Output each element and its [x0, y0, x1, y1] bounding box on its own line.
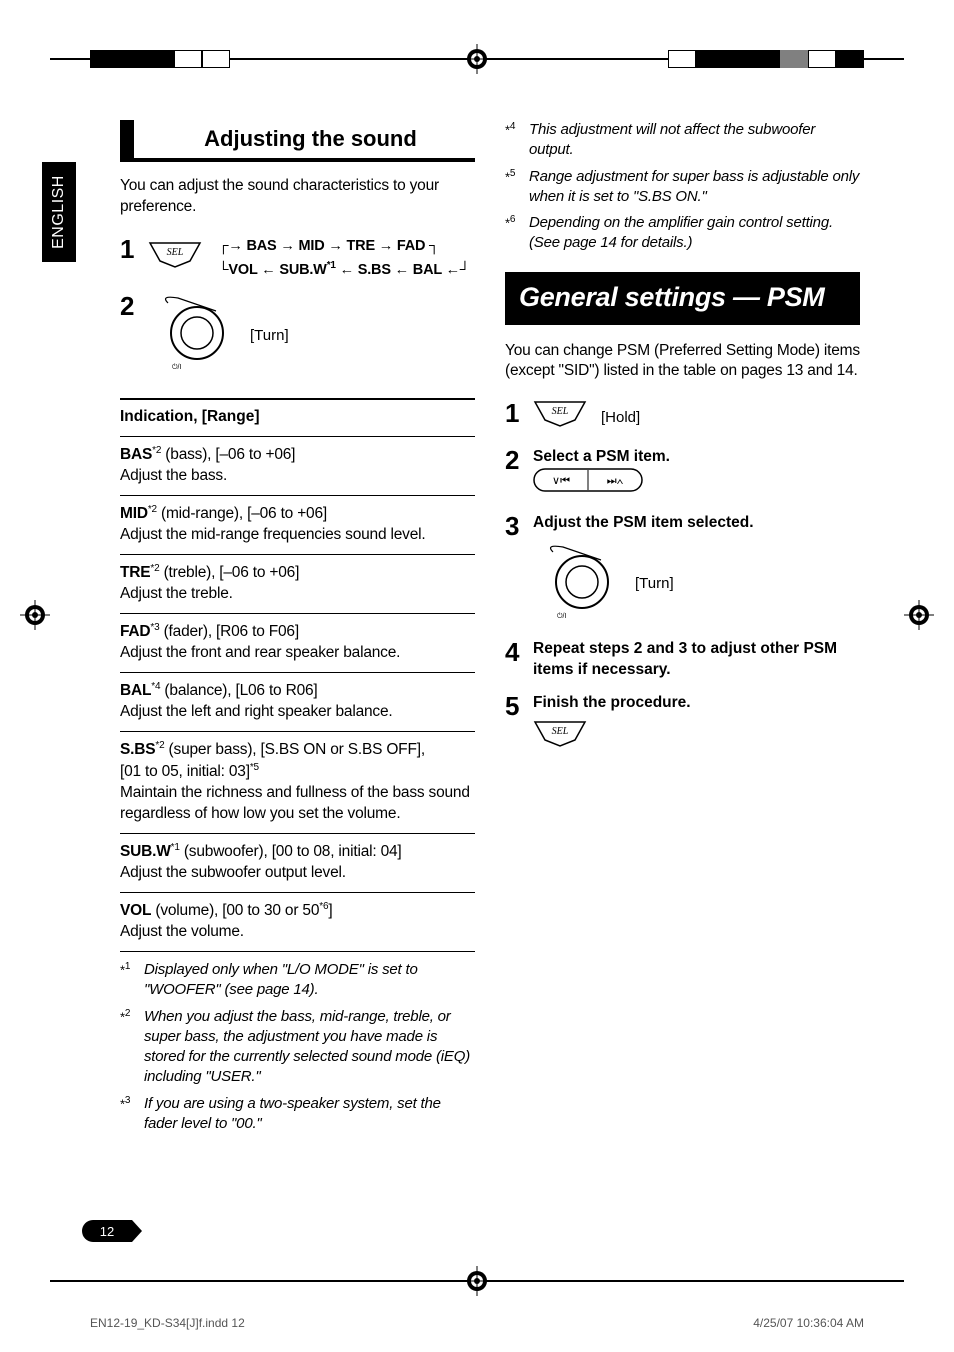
dial-icon: ⏻/I ATT — [543, 542, 621, 627]
psm-step-1: 1 SEL [Hold] — [505, 400, 860, 435]
section-title: Adjusting the sound — [146, 126, 475, 152]
step-number: 2 — [505, 447, 533, 473]
right-column: *4This adjustment will not affect the su… — [505, 120, 860, 1220]
language-label: ENGLISH — [50, 175, 68, 249]
page-number-badge: 12 — [82, 1220, 132, 1242]
svg-text:SEL: SEL — [552, 406, 569, 417]
svg-text:⏭∧: ⏭∧ — [607, 475, 624, 487]
footnote: *5Range adjustment for super bass is adj… — [505, 167, 860, 208]
psm-step-4: 4 Repeat steps 2 and 3 to adjust other P… — [505, 639, 860, 681]
indication-row: MID*2 (mid-range), [–06 to +06]Adjust th… — [120, 495, 475, 554]
indication-row: SUB.W*1 (subwoofer), [00 to 08, initial:… — [120, 833, 475, 892]
section-title-box: Adjusting the sound — [120, 120, 475, 162]
turn-label: [Turn] — [635, 574, 674, 594]
svg-text:⏻/I: ⏻/I — [172, 363, 181, 371]
svg-text:SEL: SEL — [167, 247, 184, 258]
language-tab: ENGLISH — [42, 162, 76, 262]
step-number: 5 — [505, 693, 533, 719]
indication-row: VOL (volume), [00 to 30 or 50*6]Adjust t… — [120, 892, 475, 951]
color-squares-right — [668, 50, 864, 68]
psm-step-3-text: Adjust the PSM item selected. — [533, 514, 754, 531]
registration-target-icon — [462, 1266, 492, 1296]
flow-diagram: ┌→ BAS → MID → TRE → FAD ┐ └VOL ← SUB.W*… — [212, 250, 470, 266]
footer-right: 4/25/07 10:36:04 AM — [753, 1316, 864, 1330]
psm-intro: You can change PSM (Preferred Setting Mo… — [505, 341, 860, 383]
footer-left: EN12-19_KD-S34[J]f.indd 12 — [90, 1316, 245, 1330]
psm-step-4-text: Repeat steps 2 and 3 to adjust other PSM… — [533, 640, 837, 678]
footnote: *2When you adjust the bass, mid-range, t… — [120, 1007, 475, 1088]
registration-top — [0, 30, 954, 90]
svg-text:∨⏮: ∨⏮ — [552, 475, 570, 487]
psm-step-5-text: Finish the procedure. — [533, 694, 691, 711]
registration-target-icon — [462, 44, 492, 74]
turn-label: [Turn] — [250, 326, 289, 346]
footnote: *6Depending on the amplifier gain contro… — [505, 213, 860, 254]
footnotes-right-top: *4This adjustment will not affect the su… — [505, 120, 860, 254]
registration-target-left-icon — [20, 600, 50, 630]
left-column: Adjusting the sound You can adjust the s… — [120, 120, 475, 1220]
indication-heading: Indication, [Range] — [120, 398, 475, 426]
psm-step-3: 3 Adjust the PSM item selected. ⏻/I ATT — [505, 513, 860, 627]
psm-banner: General settings — PSM — [505, 272, 860, 325]
svg-text:SEL: SEL — [552, 726, 569, 737]
step-number: 4 — [505, 639, 533, 665]
indication-row: BAS*2 (bass), [–06 to +06]Adjust the bas… — [120, 436, 475, 495]
prev-next-button-icon: ∨⏮ ⏭∧ — [533, 481, 643, 498]
footer: EN12-19_KD-S34[J]f.indd 12 4/25/07 10:36… — [90, 1316, 864, 1330]
registration-target-right-icon — [904, 600, 934, 630]
section-intro: You can adjust the sound characteristics… — [120, 176, 475, 218]
footnote: *3If you are using a two-speaker system,… — [120, 1094, 475, 1135]
dial-icon: ⏻/I ATT — [158, 293, 236, 378]
psm-step-2-text: Select a PSM item. — [533, 448, 670, 465]
indication-rows: BAS*2 (bass), [–06 to +06]Adjust the bas… — [120, 436, 475, 951]
indication-row: BAL*4 (balance), [L06 to R06]Adjust the … — [120, 672, 475, 731]
sel-button-icon: SEL — [148, 241, 202, 276]
content-area: Adjusting the sound You can adjust the s… — [120, 120, 860, 1220]
step-number: 2 — [120, 293, 148, 319]
sel-button-icon: SEL — [533, 720, 587, 755]
step-2: 2 ⏻/I ATT [Turn] — [120, 293, 475, 378]
footnote: *1Displayed only when "L/O MODE" is set … — [120, 960, 475, 1001]
step-number: 3 — [505, 513, 533, 539]
registration-bottom — [0, 1252, 954, 1312]
psm-step-5: 5 Finish the procedure. SEL — [505, 693, 860, 755]
indication-row: FAD*3 (fader), [R06 to F06]Adjust the fr… — [120, 613, 475, 672]
color-squares-left — [90, 50, 230, 68]
step-1: 1 SEL ┌→ BAS → MID → TRE → FAD ┐ └VOL ← … — [120, 236, 475, 281]
indication-row: S.BS*2 (super bass), [S.BS ON or S.BS OF… — [120, 731, 475, 833]
sel-button-icon: SEL — [533, 400, 587, 435]
indication-row: TRE*2 (treble), [–06 to +06]Adjust the t… — [120, 554, 475, 613]
footnotes-left: *1Displayed only when "L/O MODE" is set … — [120, 951, 475, 1134]
psm-step-2: 2 Select a PSM item. ∨⏮ ⏭∧ — [505, 447, 860, 501]
step-number: 1 — [505, 400, 533, 426]
step-number: 1 — [120, 236, 148, 262]
footnote: *4This adjustment will not affect the su… — [505, 120, 860, 161]
hold-label: [Hold] — [601, 408, 640, 428]
page-number: 12 — [100, 1224, 114, 1239]
svg-text:⏻/I: ⏻/I — [557, 612, 566, 620]
